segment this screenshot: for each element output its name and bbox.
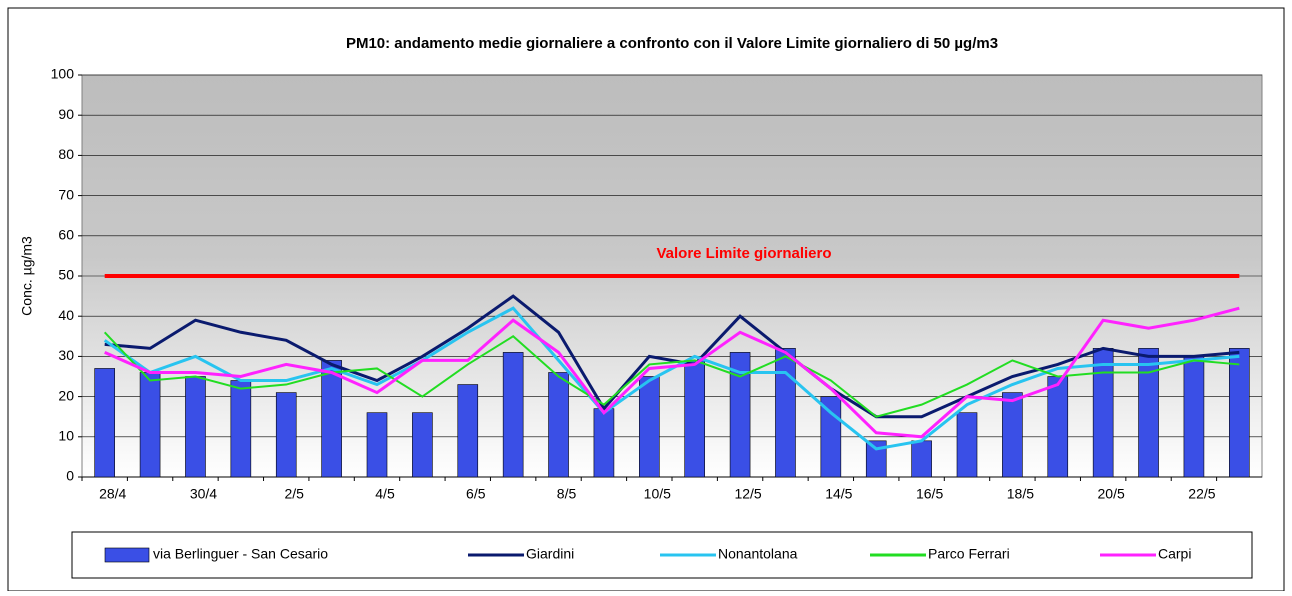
line-series	[103, 331, 1240, 418]
bar	[457, 384, 479, 478]
y-tick-label: 90	[58, 106, 74, 122]
bar	[94, 368, 115, 478]
x-tick-label: 18/5	[1007, 486, 1034, 502]
bar	[275, 392, 297, 478]
x-tick-label: 30/4	[190, 486, 217, 502]
y-tick-label: 40	[58, 307, 74, 323]
y-tick-label: 60	[58, 227, 74, 243]
bar	[956, 412, 978, 478]
y-tick-label: 100	[51, 66, 75, 82]
y-tick-label: 70	[58, 186, 74, 202]
bar	[1229, 348, 1250, 478]
bar	[1047, 376, 1069, 478]
y-tick-label: 0	[66, 468, 74, 484]
bar	[593, 408, 615, 478]
y-tick-label: 20	[58, 387, 74, 403]
bar	[820, 396, 842, 478]
x-tick-label: 22/5	[1188, 486, 1215, 502]
x-tick-label: 10/5	[644, 486, 671, 502]
bar	[230, 380, 252, 478]
x-tick-label: 12/5	[734, 486, 761, 502]
legend-label: Nonantolana	[718, 546, 798, 562]
bar	[911, 440, 932, 478]
y-tick-label: 10	[58, 428, 74, 444]
limit-label: Valore Limite giornaliero	[656, 245, 831, 262]
x-tick-label: 28/4	[99, 486, 126, 502]
bar	[1092, 348, 1114, 478]
line-series	[103, 306, 1240, 451]
bar	[1138, 348, 1159, 478]
bar	[865, 440, 887, 478]
x-tick-label: 16/5	[916, 486, 943, 502]
bar	[366, 412, 388, 478]
bar	[548, 372, 569, 478]
x-tick-label: 8/5	[557, 486, 577, 502]
chart-title: PM10: andamento medie giornaliere a conf…	[346, 35, 998, 52]
bar	[684, 360, 705, 478]
y-axis-label: Conc. µg/m3	[19, 236, 35, 316]
x-tick-label: 20/5	[1098, 486, 1125, 502]
bar	[139, 372, 161, 478]
legend-label: Giardini	[526, 546, 574, 562]
bar	[1002, 392, 1023, 478]
bar	[502, 352, 524, 478]
y-tick-label: 50	[58, 267, 74, 283]
line-series	[104, 306, 1240, 439]
bar	[775, 348, 796, 478]
bar	[1183, 356, 1205, 478]
bar	[412, 412, 433, 478]
legend-swatch	[104, 547, 150, 563]
legend-label: Parco Ferrari	[928, 546, 1010, 562]
x-tick-label: 14/5	[825, 486, 852, 502]
y-tick-label: 30	[58, 347, 74, 363]
bar	[729, 352, 751, 478]
bar	[185, 376, 206, 478]
legend-label: via Berlinguer - San Cesario	[153, 546, 328, 562]
bar	[321, 360, 342, 478]
legend-label: Carpi	[1158, 546, 1191, 562]
bar	[639, 376, 660, 478]
line-series	[104, 294, 1240, 419]
y-tick-label: 80	[58, 146, 74, 162]
x-tick-label: 4/5	[375, 486, 395, 502]
x-tick-label: 6/5	[466, 486, 486, 502]
x-tick-label: 2/5	[284, 486, 304, 502]
